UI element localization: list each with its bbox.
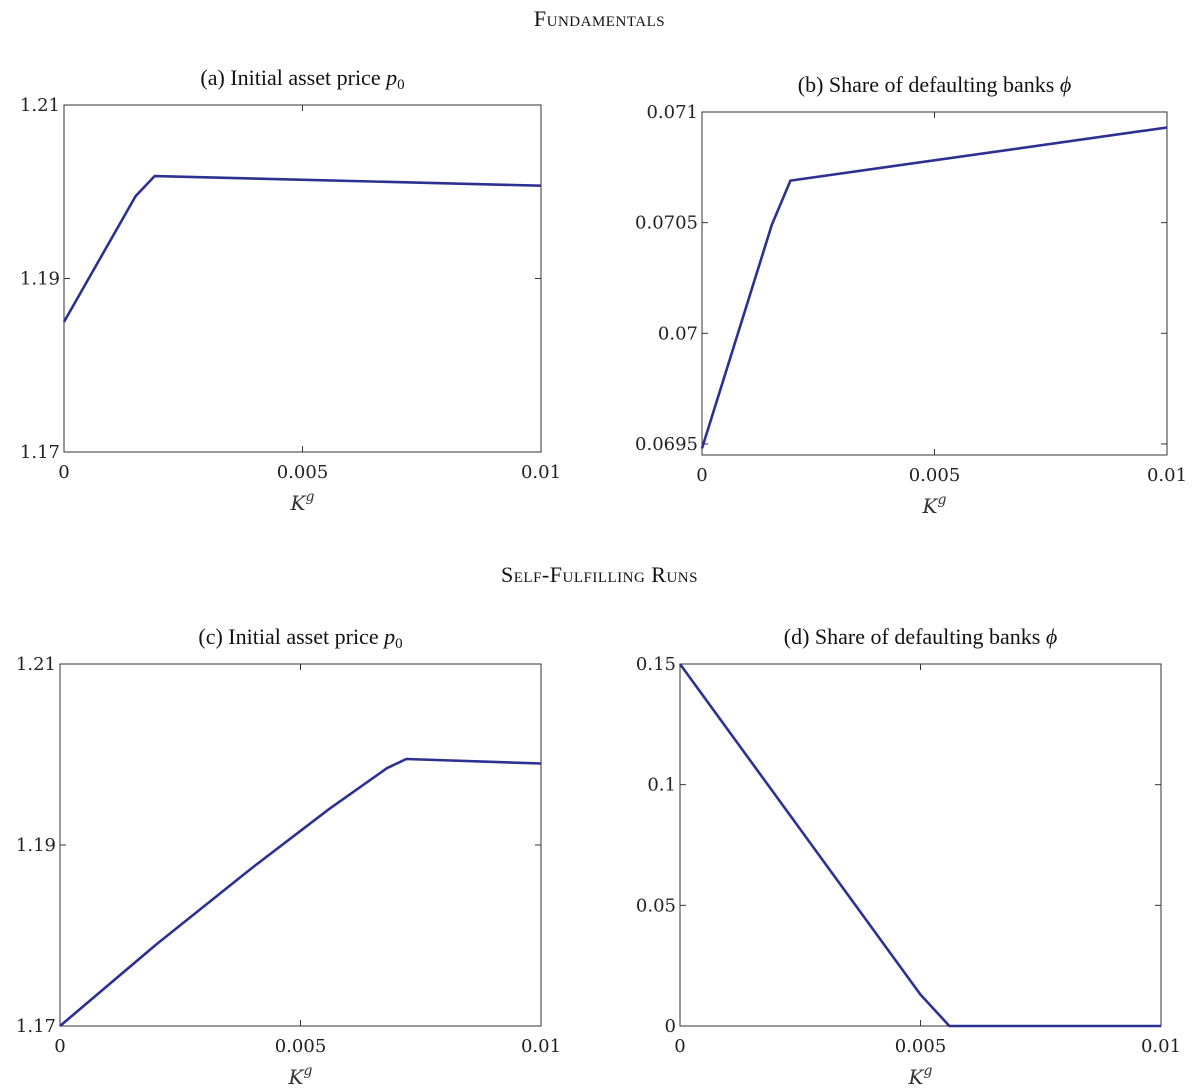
x-tick-label: 0.005 <box>275 1036 327 1057</box>
y-tick-label: 0.0695 <box>635 434 698 455</box>
x-axis-label: Kg <box>922 492 947 518</box>
y-tick-label: 1.19 <box>16 835 56 856</box>
x-tick-label: 0.005 <box>895 1036 947 1057</box>
x-tick-label: 0 <box>54 1036 65 1057</box>
x-tick-label: 0.005 <box>909 465 961 486</box>
chart-title: (c) Initial asset price p0 <box>198 624 402 652</box>
y-tick-label: 0.07 <box>658 323 698 344</box>
plot-frame <box>701 111 1168 456</box>
x-axis-label: Kg <box>908 1063 933 1089</box>
plot-frame <box>59 663 542 1027</box>
x-axis-label: Kg <box>290 489 315 515</box>
section-title-fundamentals: Fundamentals <box>533 6 666 31</box>
y-tick-label: 1.19 <box>20 269 60 290</box>
series-line <box>62 174 542 323</box>
x-tick-label: 0.01 <box>1147 465 1187 486</box>
y-tick-label: 0 <box>665 1016 676 1037</box>
plot-frame <box>679 663 1162 1027</box>
x-tick-label: 0 <box>58 462 69 483</box>
chart-panel-c: (c) Initial asset price p0 0 0.005 0.01 1.17… <box>16 624 561 1089</box>
y-tick-label: 1.17 <box>16 1016 56 1037</box>
plot-frame <box>63 104 542 453</box>
series-line <box>678 663 1161 1028</box>
section-title-self-fulfilling-runs: Self-Fulfilling Runs <box>501 562 698 587</box>
x-tick-label: 0.005 <box>277 462 329 483</box>
y-tick-label: 1.21 <box>20 95 60 116</box>
y-tick-label: 0.05 <box>636 895 676 916</box>
chart-title: (a) Initial asset price p0 <box>200 65 404 93</box>
series-line <box>59 757 542 1027</box>
x-tick-label: 0 <box>696 465 707 486</box>
x-tick-label: 0 <box>674 1036 685 1057</box>
y-tick-label: 1.17 <box>20 442 60 463</box>
chart-panel-a: (a) Initial asset price p0 0 0.005 0.01 1.17… <box>20 65 561 515</box>
x-tick-label: 0.01 <box>521 462 561 483</box>
series-line <box>700 126 1168 449</box>
y-tick-label: 1.21 <box>16 654 56 675</box>
y-tick-label: 0.15 <box>636 654 676 675</box>
x-tick-label: 0.01 <box>521 1036 561 1057</box>
y-tick-label: 0.0705 <box>635 213 698 234</box>
y-tick-label: 0.071 <box>646 102 698 123</box>
chart-panel-b: (b) Share of defaulting banks ϕ 0 0.005 0.0… <box>635 72 1187 518</box>
x-tick-label: 0.01 <box>1141 1036 1181 1057</box>
y-tick-label: 0.1 <box>647 775 676 796</box>
chart-title: (d) Share of defaulting banks ϕ <box>784 624 1057 649</box>
x-axis-label: Kg <box>288 1063 313 1089</box>
chart-title: (b) Share of defaulting banks ϕ <box>798 72 1071 97</box>
chart-panel-d: (d) Share of defaulting banks ϕ 0 0.005 0.0… <box>636 624 1181 1089</box>
